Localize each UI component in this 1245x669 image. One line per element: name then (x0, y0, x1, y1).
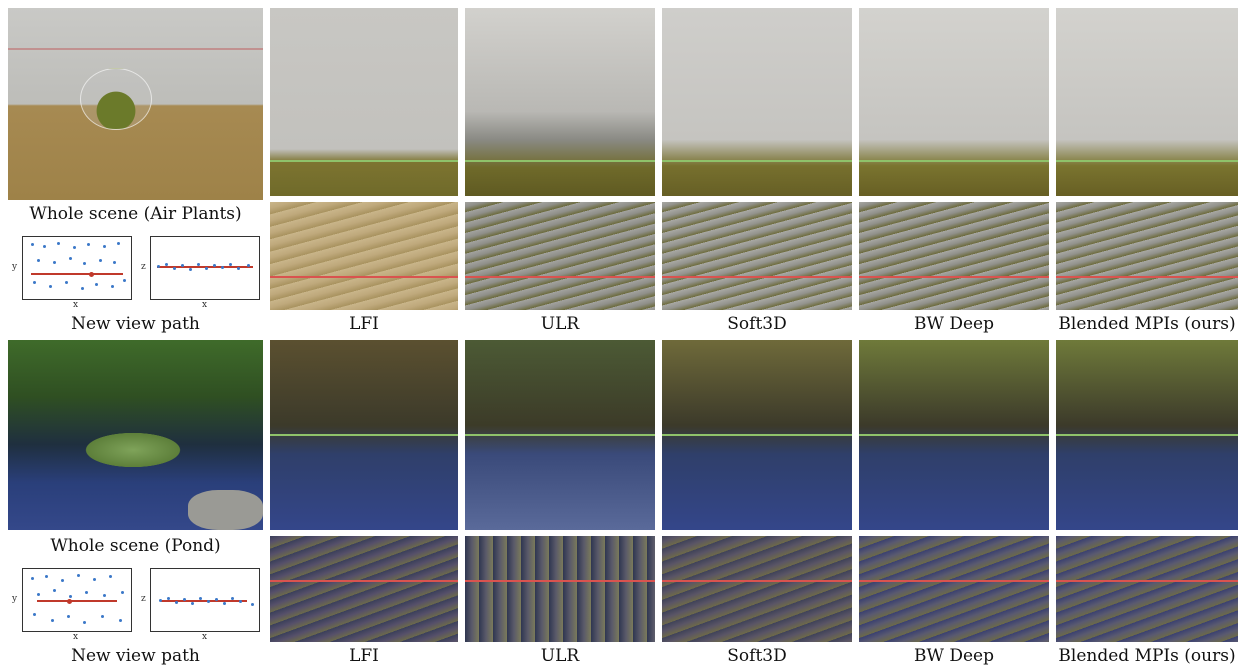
epi-ulr-pond (465, 536, 655, 642)
crop-bw-deep-air-plants (859, 8, 1049, 196)
plot-xz-z-label: z (141, 262, 146, 272)
crop-blended-mpis-air-plants (1056, 8, 1238, 196)
method-caption-bw-deep-pond: BW Deep (913, 646, 994, 666)
method-caption-ulr: ULR (540, 314, 580, 334)
view-path-plot-xz-air-plants (150, 236, 260, 300)
crop-soft3d-pond (662, 340, 852, 530)
crop-soft3d-air-plants (662, 8, 852, 196)
epi-soft3d-pond (662, 536, 852, 642)
method-caption-blended-mpis: Blended MPIs (ours) (1058, 314, 1236, 334)
view-path-plot-xy-air-plants (22, 236, 132, 300)
crop-lfi-air-plants (270, 8, 458, 196)
method-caption-bw-deep: BW Deep (913, 314, 994, 334)
plot-xz-x-label-pond: x (202, 632, 208, 642)
method-caption-lfi-pond: LFI (349, 646, 379, 666)
crop-lfi-pond (270, 340, 458, 530)
new-view-path-caption-air-plants: New view path (71, 314, 200, 334)
epi-lfi-pond (270, 536, 458, 642)
plot-xy-y-label-pond: y (12, 594, 18, 604)
method-caption-soft3d-pond: Soft3D (727, 646, 787, 666)
epi-soft3d-air-plants (662, 202, 852, 310)
plot-xz-x-label: x (202, 300, 208, 310)
crop-bw-deep-pond (859, 340, 1049, 530)
crop-blended-mpis-pond (1056, 340, 1238, 530)
crop-ulr-air-plants (465, 8, 655, 196)
epi-ulr-air-plants (465, 202, 655, 310)
plot-xy-x-label: x (73, 300, 79, 310)
plot-xy-x-label-pond: x (73, 632, 79, 642)
new-view-path-caption-pond: New view path (71, 646, 200, 666)
method-caption-soft3d: Soft3D (727, 314, 787, 334)
plot-xy-y-label: y (12, 262, 18, 272)
method-caption-ulr-pond: ULR (540, 646, 580, 666)
plot-xz-z-label-pond: z (141, 594, 146, 604)
epi-blended-mpis-air-plants (1056, 202, 1238, 310)
method-caption-lfi: LFI (349, 314, 379, 334)
crop-ulr-pond (465, 340, 655, 530)
whole-scene-air-plants-image (8, 8, 263, 200)
whole-scene-caption-pond: Whole scene (Pond) (50, 536, 221, 556)
view-path-plot-xz-pond (150, 568, 260, 632)
whole-scene-caption-air-plants: Whole scene (Air Plants) (29, 204, 242, 224)
epi-lfi-air-plants (270, 202, 458, 310)
whole-scene-pond-image (8, 340, 263, 530)
method-caption-blended-mpis-pond: Blended MPIs (ours) (1058, 646, 1236, 666)
epi-blended-mpis-pond (1056, 536, 1238, 642)
epi-bw-deep-pond (859, 536, 1049, 642)
epi-bw-deep-air-plants (859, 202, 1049, 310)
view-path-plot-xy-pond (22, 568, 132, 632)
